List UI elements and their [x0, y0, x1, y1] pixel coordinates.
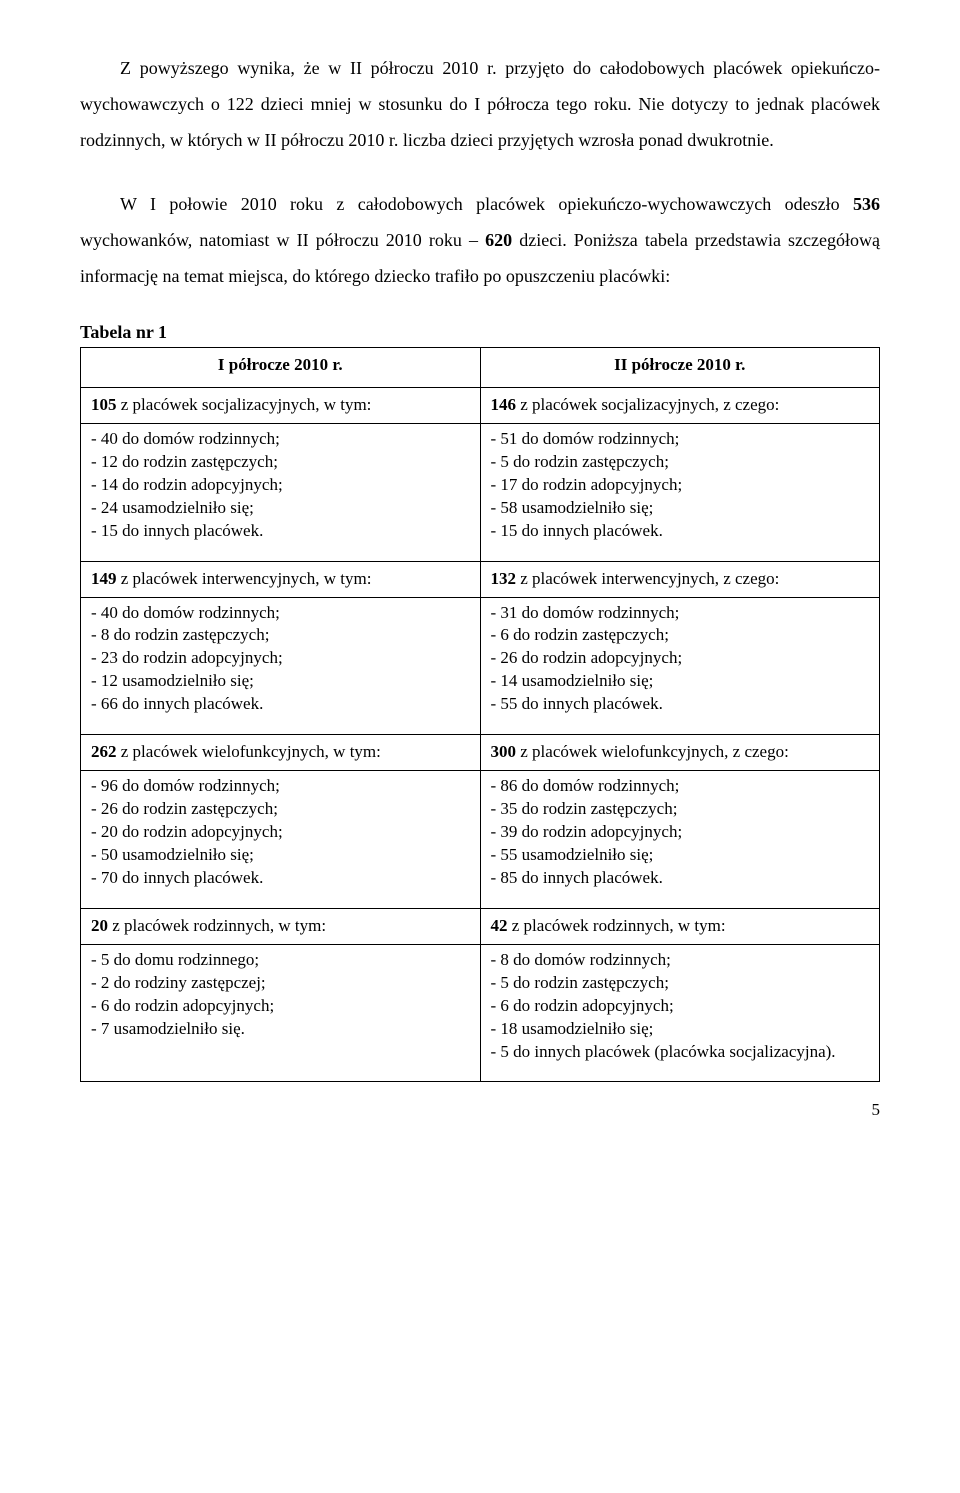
list-item: - 7 usamodzielniło się. [91, 1018, 470, 1041]
section-count-bold: 146 [491, 395, 517, 414]
list-item: - 51 do domów rodzinnych; [491, 428, 870, 451]
list-item: - 58 usamodzielniło się; [491, 497, 870, 520]
list-item: - 5 do rodzin zastępczych; [491, 451, 870, 474]
list-item: - 23 do rodzin adopcyjnych; [91, 647, 470, 670]
page-number: 5 [80, 1100, 880, 1120]
table-row: 20 z placówek rodzinnych, w tym: 42 z pl… [81, 908, 880, 944]
section-count-bold: 262 [91, 742, 117, 761]
list-item: - 5 do domu rodzinnego; [91, 949, 470, 972]
table-row: 262 z placówek wielofunkcyjnych, w tym: … [81, 735, 880, 771]
section-title-cell: 262 z placówek wielofunkcyjnych, w tym: [81, 735, 481, 771]
list-item: - 66 do innych placówek. [91, 693, 470, 716]
list-item: - 26 do rodzin zastępczych; [91, 798, 470, 821]
p2-text-c: wychowanków, natomiast w II półroczu 201… [80, 230, 485, 250]
list-item: - 55 usamodzielniło się; [491, 844, 870, 867]
section-body-cell: - 31 do domów rodzinnych; - 6 do rodzin … [480, 597, 880, 735]
section-count-bold: 132 [491, 569, 517, 588]
list-item: - 86 do domów rodzinnych; [491, 775, 870, 798]
section-count-bold: 300 [491, 742, 517, 761]
list-item: - 15 do innych placówek. [491, 520, 870, 543]
section-title-cell: 300 z placówek wielofunkcyjnych, z czego… [480, 735, 880, 771]
list-item: - 5 do innych placówek (placówka socjali… [491, 1041, 870, 1064]
list-item: - 70 do innych placówek. [91, 867, 470, 890]
list-item: - 6 do rodzin zastępczych; [491, 624, 870, 647]
list-item: - 35 do rodzin zastępczych; [491, 798, 870, 821]
section-body-cell: - 5 do domu rodzinnego; - 2 do rodziny z… [81, 944, 481, 1082]
column-header-right: II półrocze 2010 r. [480, 348, 880, 388]
list-item: - 2 do rodziny zastępczej; [91, 972, 470, 995]
list-item: - 24 usamodzielniło się; [91, 497, 470, 520]
section-title-text: z placówek interwencyjnych, w tym: [117, 569, 372, 588]
list-item: - 50 usamodzielniło się; [91, 844, 470, 867]
table-row: 149 z placówek interwencyjnych, w tym: 1… [81, 561, 880, 597]
section-title-text: z placówek interwencyjnych, z czego: [516, 569, 779, 588]
list-item: - 40 do domów rodzinnych; [91, 602, 470, 625]
list-item: - 40 do domów rodzinnych; [91, 428, 470, 451]
list-item: - 39 do rodzin adopcyjnych; [491, 821, 870, 844]
section-body-cell: - 96 do domów rodzinnych; - 26 do rodzin… [81, 771, 481, 909]
list-item: - 12 do rodzin zastępczych; [91, 451, 470, 474]
column-header-left: I półrocze 2010 r. [81, 348, 481, 388]
table-row: - 40 do domów rodzinnych; - 8 do rodzin … [81, 597, 880, 735]
section-title-text: z placówek socjalizacyjnych, w tym: [117, 395, 372, 414]
list-item: - 96 do domów rodzinnych; [91, 775, 470, 798]
section-body-cell: - 40 do domów rodzinnych; - 8 do rodzin … [81, 597, 481, 735]
list-item: - 6 do rodzin adopcyjnych; [91, 995, 470, 1018]
section-title-cell: 149 z placówek interwencyjnych, w tym: [81, 561, 481, 597]
table-label: Tabela nr 1 [80, 322, 880, 343]
p2-bold-2: 620 [485, 230, 512, 250]
list-item: - 14 usamodzielniło się; [491, 670, 870, 693]
list-item: - 5 do rodzin zastępczych; [491, 972, 870, 995]
section-title-cell: 105 z placówek socjalizacyjnych, w tym: [81, 387, 481, 423]
p2-text-a: W I połowie 2010 roku z całodobowych pla… [120, 194, 853, 214]
table-row: - 96 do domów rodzinnych; - 26 do rodzin… [81, 771, 880, 909]
section-count-bold: 20 [91, 916, 108, 935]
data-table: I półrocze 2010 r. II półrocze 2010 r. 1… [80, 347, 880, 1082]
paragraph-2: W I połowie 2010 roku z całodobowych pla… [80, 186, 880, 294]
section-title-text: z placówek wielofunkcyjnych, z czego: [516, 742, 789, 761]
section-title-text: z placówek wielofunkcyjnych, w tym: [117, 742, 381, 761]
list-item: - 14 do rodzin adopcyjnych; [91, 474, 470, 497]
section-count-bold: 105 [91, 395, 117, 414]
list-item: - 8 do rodzin zastępczych; [91, 624, 470, 647]
table-row: - 40 do domów rodzinnych; - 12 do rodzin… [81, 423, 880, 561]
list-item: - 15 do innych placówek. [91, 520, 470, 543]
section-body-cell: - 8 do domów rodzinnych; - 5 do rodzin z… [480, 944, 880, 1082]
section-count-bold: 42 [491, 916, 508, 935]
section-body-cell: - 51 do domów rodzinnych; - 5 do rodzin … [480, 423, 880, 561]
list-item: - 85 do innych placówek. [491, 867, 870, 890]
list-item: - 31 do domów rodzinnych; [491, 602, 870, 625]
section-body-cell: - 40 do domów rodzinnych; - 12 do rodzin… [81, 423, 481, 561]
section-title-text: z placówek rodzinnych, w tym: [108, 916, 326, 935]
section-title-text: z placówek socjalizacyjnych, z czego: [516, 395, 779, 414]
list-item: - 12 usamodzielniło się; [91, 670, 470, 693]
section-title-cell: 20 z placówek rodzinnych, w tym: [81, 908, 481, 944]
list-item: - 55 do innych placówek. [491, 693, 870, 716]
section-title-text: z placówek rodzinnych, w tym: [508, 916, 726, 935]
section-body-cell: - 86 do domów rodzinnych; - 35 do rodzin… [480, 771, 880, 909]
paragraph-1: Z powyższego wynika, że w II półroczu 20… [80, 50, 880, 158]
list-item: - 20 do rodzin adopcyjnych; [91, 821, 470, 844]
section-title-cell: 42 z placówek rodzinnych, w tym: [480, 908, 880, 944]
list-item: - 8 do domów rodzinnych; [491, 949, 870, 972]
table-row: - 5 do domu rodzinnego; - 2 do rodziny z… [81, 944, 880, 1082]
p2-bold-1: 536 [853, 194, 880, 214]
list-item: - 17 do rodzin adopcyjnych; [491, 474, 870, 497]
table-header-row: I półrocze 2010 r. II półrocze 2010 r. [81, 348, 880, 388]
section-title-cell: 132 z placówek interwencyjnych, z czego: [480, 561, 880, 597]
table-row: 105 z placówek socjalizacyjnych, w tym: … [81, 387, 880, 423]
section-count-bold: 149 [91, 569, 117, 588]
section-title-cell: 146 z placówek socjalizacyjnych, z czego… [480, 387, 880, 423]
list-item: - 26 do rodzin adopcyjnych; [491, 647, 870, 670]
list-item: - 6 do rodzin adopcyjnych; [491, 995, 870, 1018]
list-item: - 18 usamodzielniło się; [491, 1018, 870, 1041]
